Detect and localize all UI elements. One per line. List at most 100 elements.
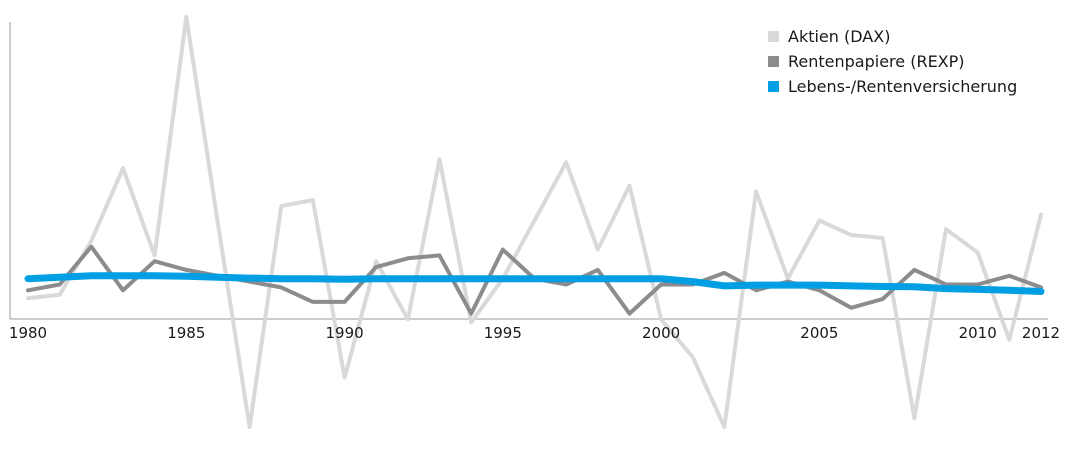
- data-point: [976, 287, 980, 291]
- data-point: [912, 268, 916, 272]
- series-line-2: [24, 272, 1045, 295]
- data-point: [89, 274, 93, 278]
- data-point: [722, 271, 726, 275]
- data-point: [311, 300, 315, 304]
- data-point: [216, 275, 220, 279]
- data-point: [691, 280, 695, 284]
- data-point: [121, 166, 125, 170]
- data-point: [26, 296, 30, 300]
- data-point: [1007, 338, 1011, 342]
- legend-label: Lebens-/Rentenversicherung: [788, 77, 1018, 96]
- data-point: [786, 283, 790, 287]
- data-point: [374, 277, 378, 281]
- data-point: [944, 287, 948, 291]
- data-point: [659, 283, 663, 287]
- data-point: [153, 259, 157, 263]
- data-point: [501, 277, 505, 281]
- data-point: [628, 277, 632, 281]
- data-point: [849, 306, 853, 310]
- data-point: [89, 245, 93, 249]
- data-point: [722, 425, 726, 429]
- data-point: [406, 317, 410, 321]
- data-point: [311, 277, 315, 281]
- legend-label: Aktien (DAX): [788, 27, 891, 46]
- data-point: [438, 277, 442, 281]
- data-point: [26, 288, 30, 292]
- x-tick-label: 2005: [800, 324, 838, 342]
- data-point: [279, 285, 283, 289]
- data-point: [722, 284, 726, 288]
- data-point: [121, 288, 125, 292]
- data-point: [659, 317, 663, 321]
- data-point: [58, 293, 62, 297]
- data-point: [628, 312, 632, 316]
- data-point: [184, 274, 188, 278]
- data-point: [1039, 290, 1043, 294]
- data-point: [58, 275, 62, 279]
- x-tick-labels: 1980 1985 1990 1995 2000 2005 2010 2012: [9, 324, 1060, 342]
- data-point: [754, 288, 758, 292]
- series-layer: [24, 14, 1045, 429]
- data-point: [596, 268, 600, 272]
- data-point: [754, 189, 758, 193]
- data-point: [628, 184, 632, 188]
- data-point: [89, 239, 93, 243]
- legend-swatch: [768, 31, 779, 42]
- legend-swatch: [768, 81, 779, 92]
- legend-label: Rentenpapiere (REXP): [788, 52, 965, 71]
- data-point: [311, 198, 315, 202]
- data-point: [216, 221, 220, 225]
- data-point: [438, 157, 442, 161]
- data-point: [1039, 213, 1043, 217]
- data-point: [469, 277, 473, 281]
- data-point: [343, 376, 347, 380]
- x-tick-label: 1980: [9, 324, 47, 342]
- x-tick-label: 1990: [326, 324, 364, 342]
- data-point: [184, 268, 188, 272]
- data-point: [406, 277, 410, 281]
- data-point: [659, 277, 663, 281]
- data-point: [279, 204, 283, 208]
- data-point: [26, 277, 30, 281]
- data-point: [533, 277, 537, 281]
- x-tick-label: 2012: [1022, 324, 1060, 342]
- data-point: [849, 284, 853, 288]
- data-point: [248, 425, 252, 429]
- data-point: [912, 285, 916, 289]
- data-point: [564, 277, 568, 281]
- legend-item: Rentenpapiere (REXP): [768, 49, 1017, 74]
- data-point: [691, 355, 695, 359]
- x-tick-label: 2000: [642, 324, 680, 342]
- legend: Aktien (DAX) Rentenpapiere (REXP) Lebens-/…: [768, 24, 1017, 99]
- x-tick-label: 1985: [167, 324, 205, 342]
- data-point: [184, 15, 188, 19]
- data-point: [374, 265, 378, 269]
- data-point: [374, 259, 378, 263]
- data-point: [1007, 288, 1011, 292]
- data-point: [501, 248, 505, 252]
- data-point: [153, 253, 157, 257]
- data-point: [596, 248, 600, 252]
- x-tick-label: 2010: [959, 324, 997, 342]
- data-point: [121, 274, 125, 278]
- data-point: [944, 227, 948, 231]
- x-tick-label: 1995: [484, 324, 522, 342]
- data-point: [406, 256, 410, 260]
- data-point: [596, 277, 600, 281]
- data-point: [279, 277, 283, 281]
- data-point: [469, 312, 473, 316]
- data-point: [849, 233, 853, 237]
- data-point: [153, 274, 157, 278]
- data-point: [912, 416, 916, 420]
- data-point: [817, 219, 821, 223]
- data-point: [881, 297, 885, 301]
- legend-item: Aktien (DAX): [768, 24, 1017, 49]
- data-point: [817, 288, 821, 292]
- data-point: [533, 219, 537, 223]
- data-point: [564, 160, 568, 164]
- legend-swatch: [768, 56, 779, 67]
- data-point: [881, 236, 885, 240]
- data-point: [469, 320, 473, 324]
- data-point: [564, 283, 568, 287]
